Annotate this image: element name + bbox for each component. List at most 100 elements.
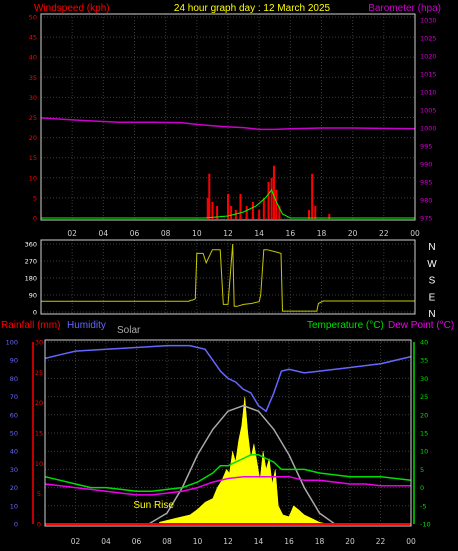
wind-direction-series — [41, 243, 415, 312]
rainfall-tick-label: 20 — [35, 399, 43, 407]
direction-tick-label: 180 — [25, 275, 37, 283]
rainfall-tick-label: 30 — [35, 339, 43, 347]
panel2-grid — [41, 240, 416, 314]
direction-tick-label: 0 — [33, 309, 37, 317]
barometer-tick-label: 1030 — [420, 17, 437, 25]
barometer-tick-label: 1005 — [420, 107, 437, 115]
x-tick-label: 08 — [162, 537, 172, 546]
humidity-tick-label: 90 — [10, 357, 18, 365]
x-tick-label: 06 — [130, 229, 140, 238]
rainfall-tick-label: 25 — [35, 369, 43, 377]
direction-tick-label: 360 — [25, 241, 37, 249]
windspeed-axis-label-text: Windspeed (kph) — [34, 3, 110, 14]
x-tick-label: 10 — [193, 537, 203, 546]
panel1-barometer-ticks: 975 980 985 990 995 1000 1005 1010 1015 1020 1025 1… — [420, 17, 437, 223]
windspeed-tick-label: 20 — [29, 134, 37, 142]
x-tick-label: 02 — [71, 537, 81, 546]
temperature-tick-label: -10 — [420, 521, 431, 529]
x-tick-label: 06 — [132, 537, 142, 546]
panel3-frame — [44, 339, 412, 527]
panel2-frame — [40, 239, 416, 315]
x-tick-label: 08 — [161, 229, 171, 238]
barometer-tick-label: 1025 — [420, 35, 437, 43]
humidity-tick-label: 40 — [10, 448, 18, 456]
rainfall-tick-label: 10 — [35, 460, 43, 468]
barometer-tick-label: 995 — [420, 143, 432, 151]
x-tick-label: 10 — [192, 229, 202, 238]
barometer-tick-label: 1010 — [420, 89, 437, 97]
humidity-tick-label: 80 — [10, 375, 18, 383]
barometer-tick-label: 1015 — [420, 71, 437, 79]
temperature-tick-label: 5 — [420, 466, 424, 474]
humidity-tick-label: 60 — [10, 411, 18, 419]
panel1-grid — [41, 14, 416, 220]
x-tick-label: 04 — [101, 537, 111, 546]
x-tick-label: 00 — [410, 229, 420, 238]
barometer-series — [40, 117, 416, 131]
x-tick-label: 22 — [379, 229, 389, 238]
barometer-tick-label: 980 — [420, 197, 432, 205]
humidity-ticks: 0 10 20 30 40 50 60 70 80 90 100 — [6, 339, 18, 529]
humidity-series — [44, 344, 412, 413]
x-tick-label: 20 — [345, 537, 355, 546]
x-tick-label: 18 — [317, 229, 327, 238]
barometer-tick-label: 990 — [420, 161, 432, 169]
temperature-series — [44, 454, 412, 492]
panel1-x-ticks: 02 04 06 08 10 12 14 16 18 20 22 00 — [67, 229, 420, 238]
panel3-x-ticks: 02 04 06 08 10 12 14 16 18 20 22 00 — [71, 537, 416, 546]
humidity-tick-label: 50 — [10, 430, 18, 438]
temperature-tick-label: -5 — [420, 502, 426, 510]
graph-title: 24 hour graph day : 12 March 2025 — [174, 3, 331, 14]
humidity-tick-label: 30 — [10, 466, 18, 474]
humidity-tick-label: 10 — [10, 502, 18, 510]
compass-label: S — [429, 276, 436, 287]
direction-tick-label: 90 — [29, 292, 37, 300]
temperature-tick-label: 10 — [420, 448, 428, 456]
panel1-frame — [40, 13, 416, 221]
x-tick-label: 16 — [286, 229, 296, 238]
dewpoint-series — [44, 475, 411, 496]
solar-radiation-series — [159, 396, 328, 525]
temperature-ticks: -10 -5 0 5 10 15 20 25 30 35 40 — [413, 339, 431, 529]
barometer-tick-label: 1020 — [420, 53, 437, 61]
temperature-tick-label: 35 — [420, 357, 428, 365]
wind-average-series — [41, 188, 415, 219]
compass-label: N — [428, 242, 435, 253]
wind-gust-bars — [206, 165, 331, 219]
temperature-tick-label: 25 — [420, 393, 428, 401]
x-tick-label: 14 — [254, 229, 264, 238]
windspeed-tick-label: 0 — [33, 215, 37, 223]
panel2-degree-ticks: 0 90 180 270 360 — [25, 241, 37, 317]
x-tick-label: 12 — [223, 229, 233, 238]
barometer-tick-label: 975 — [420, 215, 432, 223]
sunrise-label: Sun Rise — [133, 500, 174, 511]
barometer-axis-label: Barometer (hpa) — [368, 3, 441, 14]
windspeed-tick-label: 5 — [33, 194, 37, 202]
x-tick-label: 02 — [67, 229, 77, 238]
humidity-tick-label: 100 — [6, 339, 18, 347]
dewpoint-axis-label: Dew Point (°C) — [388, 320, 454, 331]
compass-label: W — [427, 259, 437, 270]
compass-label: E — [429, 292, 436, 303]
rainfall-ticks: 0 5 10 15 20 25 30 — [32, 339, 43, 529]
windspeed-tick-label: 50 — [29, 14, 37, 22]
windspeed-tick-label: 10 — [29, 174, 37, 182]
solar-axis-label: Solar — [117, 325, 141, 336]
rainfall-tick-label: 15 — [35, 430, 43, 438]
windspeed-tick-label: 45 — [29, 34, 37, 42]
windspeed-tick-label: 35 — [29, 74, 37, 82]
x-tick-label: 00 — [406, 537, 416, 546]
panel1-windspeed-ticks: 0 5 10 15 20 25 30 35 40 45 50 — [29, 14, 37, 223]
barometer-tick-label: 985 — [420, 179, 432, 187]
x-tick-label: 22 — [376, 537, 386, 546]
temperature-tick-label: 0 — [420, 484, 424, 492]
temperature-tick-label: 40 — [420, 339, 428, 347]
windspeed-tick-label: 40 — [29, 54, 37, 62]
x-tick-label: 04 — [99, 229, 109, 238]
windspeed-tick-label: 15 — [29, 154, 37, 162]
x-tick-label: 14 — [254, 537, 264, 546]
humidity-tick-label: 70 — [10, 393, 18, 401]
compass-label: N — [428, 309, 435, 320]
